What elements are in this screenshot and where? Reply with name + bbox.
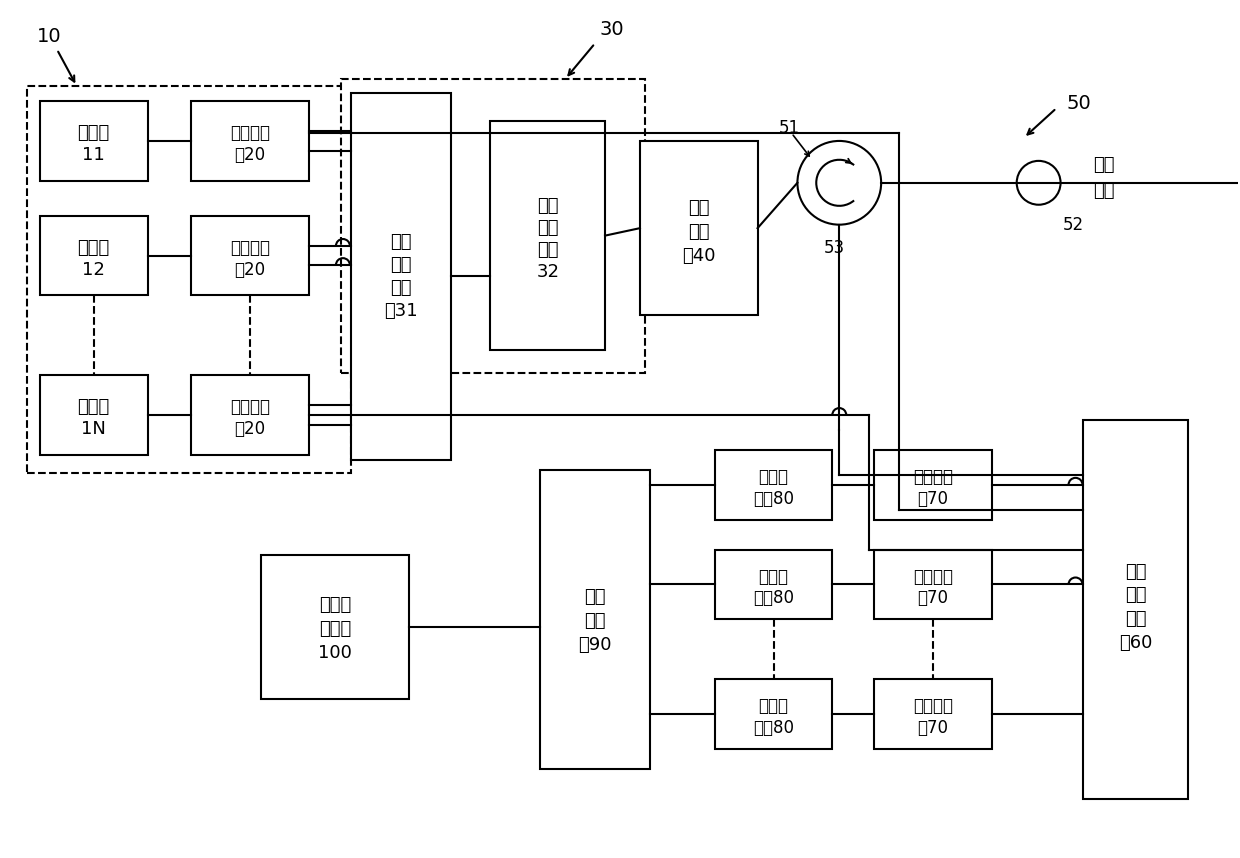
Bar (714, 450, 832, 520)
Text: 第二: 第二 (1125, 563, 1147, 581)
Text: 放大: 放大 (688, 223, 709, 241)
Text: 第一耦合: 第一耦合 (231, 124, 270, 142)
Text: 第一耦合: 第一耦合 (231, 239, 270, 257)
Text: 11: 11 (82, 146, 105, 164)
Text: 制器: 制器 (537, 240, 558, 258)
Text: 测器80: 测器80 (753, 490, 794, 508)
Text: 复用: 复用 (389, 280, 412, 298)
Text: 器20: 器20 (234, 420, 265, 438)
Text: 波分: 波分 (389, 256, 412, 274)
Text: 32: 32 (536, 263, 559, 281)
Bar (1084, 420, 1188, 799)
Text: 复用: 复用 (1125, 610, 1147, 628)
Text: 波分: 波分 (1125, 587, 1147, 604)
Bar (191, 101, 309, 181)
Bar (341, 79, 645, 373)
Text: 100: 100 (317, 644, 352, 662)
Text: 光电探: 光电探 (759, 468, 789, 486)
Text: 第二耦合: 第二耦合 (913, 468, 954, 486)
Bar (27, 86, 351, 473)
Bar (262, 554, 409, 699)
Bar (40, 101, 148, 181)
Bar (714, 550, 832, 619)
Text: 器60: 器60 (1120, 634, 1152, 652)
Text: 器40: 器40 (682, 247, 715, 265)
Text: 测器80: 测器80 (753, 589, 794, 607)
Text: 器70: 器70 (918, 719, 949, 737)
Text: 50: 50 (1066, 94, 1091, 112)
Text: 第二耦合: 第二耦合 (913, 697, 954, 715)
Bar (541, 470, 650, 769)
Text: 51: 51 (779, 119, 800, 137)
Text: 光电探: 光电探 (759, 567, 789, 585)
Text: 激光器: 激光器 (78, 398, 110, 416)
Bar (491, 121, 605, 350)
Text: 器31: 器31 (384, 302, 418, 320)
Bar (714, 680, 832, 749)
Bar (191, 215, 309, 295)
Text: 器70: 器70 (918, 589, 949, 607)
Text: 器20: 器20 (234, 146, 265, 164)
Text: 10: 10 (36, 27, 61, 45)
Bar (874, 450, 992, 520)
Text: 第一耦合: 第一耦合 (231, 398, 270, 416)
Text: 测试: 测试 (1094, 156, 1115, 174)
Text: 激光器: 激光器 (78, 239, 110, 257)
Text: 激光器: 激光器 (78, 124, 110, 142)
Text: 光纤: 光纤 (1094, 182, 1115, 200)
Text: 12: 12 (82, 261, 105, 279)
Text: 器20: 器20 (234, 261, 265, 279)
Text: 数据: 数据 (584, 589, 606, 607)
Text: 1N: 1N (82, 420, 107, 438)
Text: 52: 52 (1063, 215, 1084, 233)
Text: 器70: 器70 (918, 490, 949, 508)
Text: 30: 30 (600, 20, 624, 39)
Text: 第一: 第一 (389, 233, 412, 251)
Text: 光信: 光信 (537, 196, 558, 214)
Text: 测器80: 测器80 (753, 719, 794, 737)
Text: 号调: 号调 (537, 219, 558, 237)
Bar (351, 93, 450, 460)
Bar (191, 375, 309, 455)
Text: 器90: 器90 (578, 637, 611, 655)
Bar (40, 375, 148, 455)
Text: 控制分: 控制分 (319, 596, 351, 614)
Text: 第二耦合: 第二耦合 (913, 567, 954, 585)
Bar (874, 550, 992, 619)
Bar (874, 680, 992, 749)
Text: 析模块: 析模块 (319, 619, 351, 637)
Text: 光电探: 光电探 (759, 697, 789, 715)
Bar (40, 215, 148, 295)
Text: 采集: 采集 (584, 613, 606, 631)
Bar (640, 141, 758, 316)
Text: 53: 53 (823, 239, 844, 257)
Text: 光纤: 光纤 (688, 199, 709, 217)
